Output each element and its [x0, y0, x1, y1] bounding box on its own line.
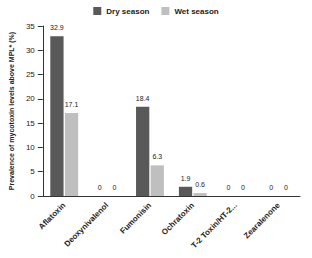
svg-text:18.4: 18.4	[136, 95, 150, 102]
svg-text:0: 0	[226, 184, 230, 191]
svg-text:0: 0	[241, 184, 245, 191]
svg-text:30: 30	[26, 46, 35, 55]
svg-text:25: 25	[26, 70, 35, 79]
svg-text:6.3: 6.3	[152, 153, 162, 160]
svg-text:Dry season: Dry season	[106, 7, 149, 16]
svg-text:Prevalence of mycotoxin levels: Prevalence of mycotoxin levels above MPL…	[8, 32, 16, 190]
svg-text:Ochratoxin: Ochratoxin	[160, 201, 196, 237]
svg-text:32.9: 32.9	[50, 24, 64, 31]
svg-text:Fumonisin: Fumonisin	[118, 201, 153, 236]
svg-text:35: 35	[26, 22, 35, 31]
svg-text:17.1: 17.1	[65, 101, 79, 108]
svg-text:Aflatoxin: Aflatoxin	[37, 201, 68, 232]
svg-text:0.6: 0.6	[195, 181, 205, 188]
svg-text:5: 5	[30, 167, 35, 176]
svg-text:Zearalenone: Zearalenone	[242, 200, 282, 240]
svg-text:20: 20	[26, 94, 35, 103]
svg-text:Deoxynivalenol: Deoxynivalenol	[62, 201, 110, 249]
svg-text:0: 0	[112, 184, 116, 191]
svg-text:15: 15	[26, 119, 35, 128]
svg-text:Wet season: Wet season	[174, 7, 218, 16]
svg-text:0: 0	[98, 184, 102, 191]
svg-text:1.9: 1.9	[181, 175, 191, 182]
svg-text:T-2 Toxin/HT-2...: T-2 Toxin/HT-2...	[190, 201, 239, 250]
svg-text:0: 0	[269, 184, 273, 191]
svg-text:10: 10	[26, 143, 35, 152]
svg-text:0: 0	[30, 192, 35, 201]
svg-text:0: 0	[284, 184, 288, 191]
